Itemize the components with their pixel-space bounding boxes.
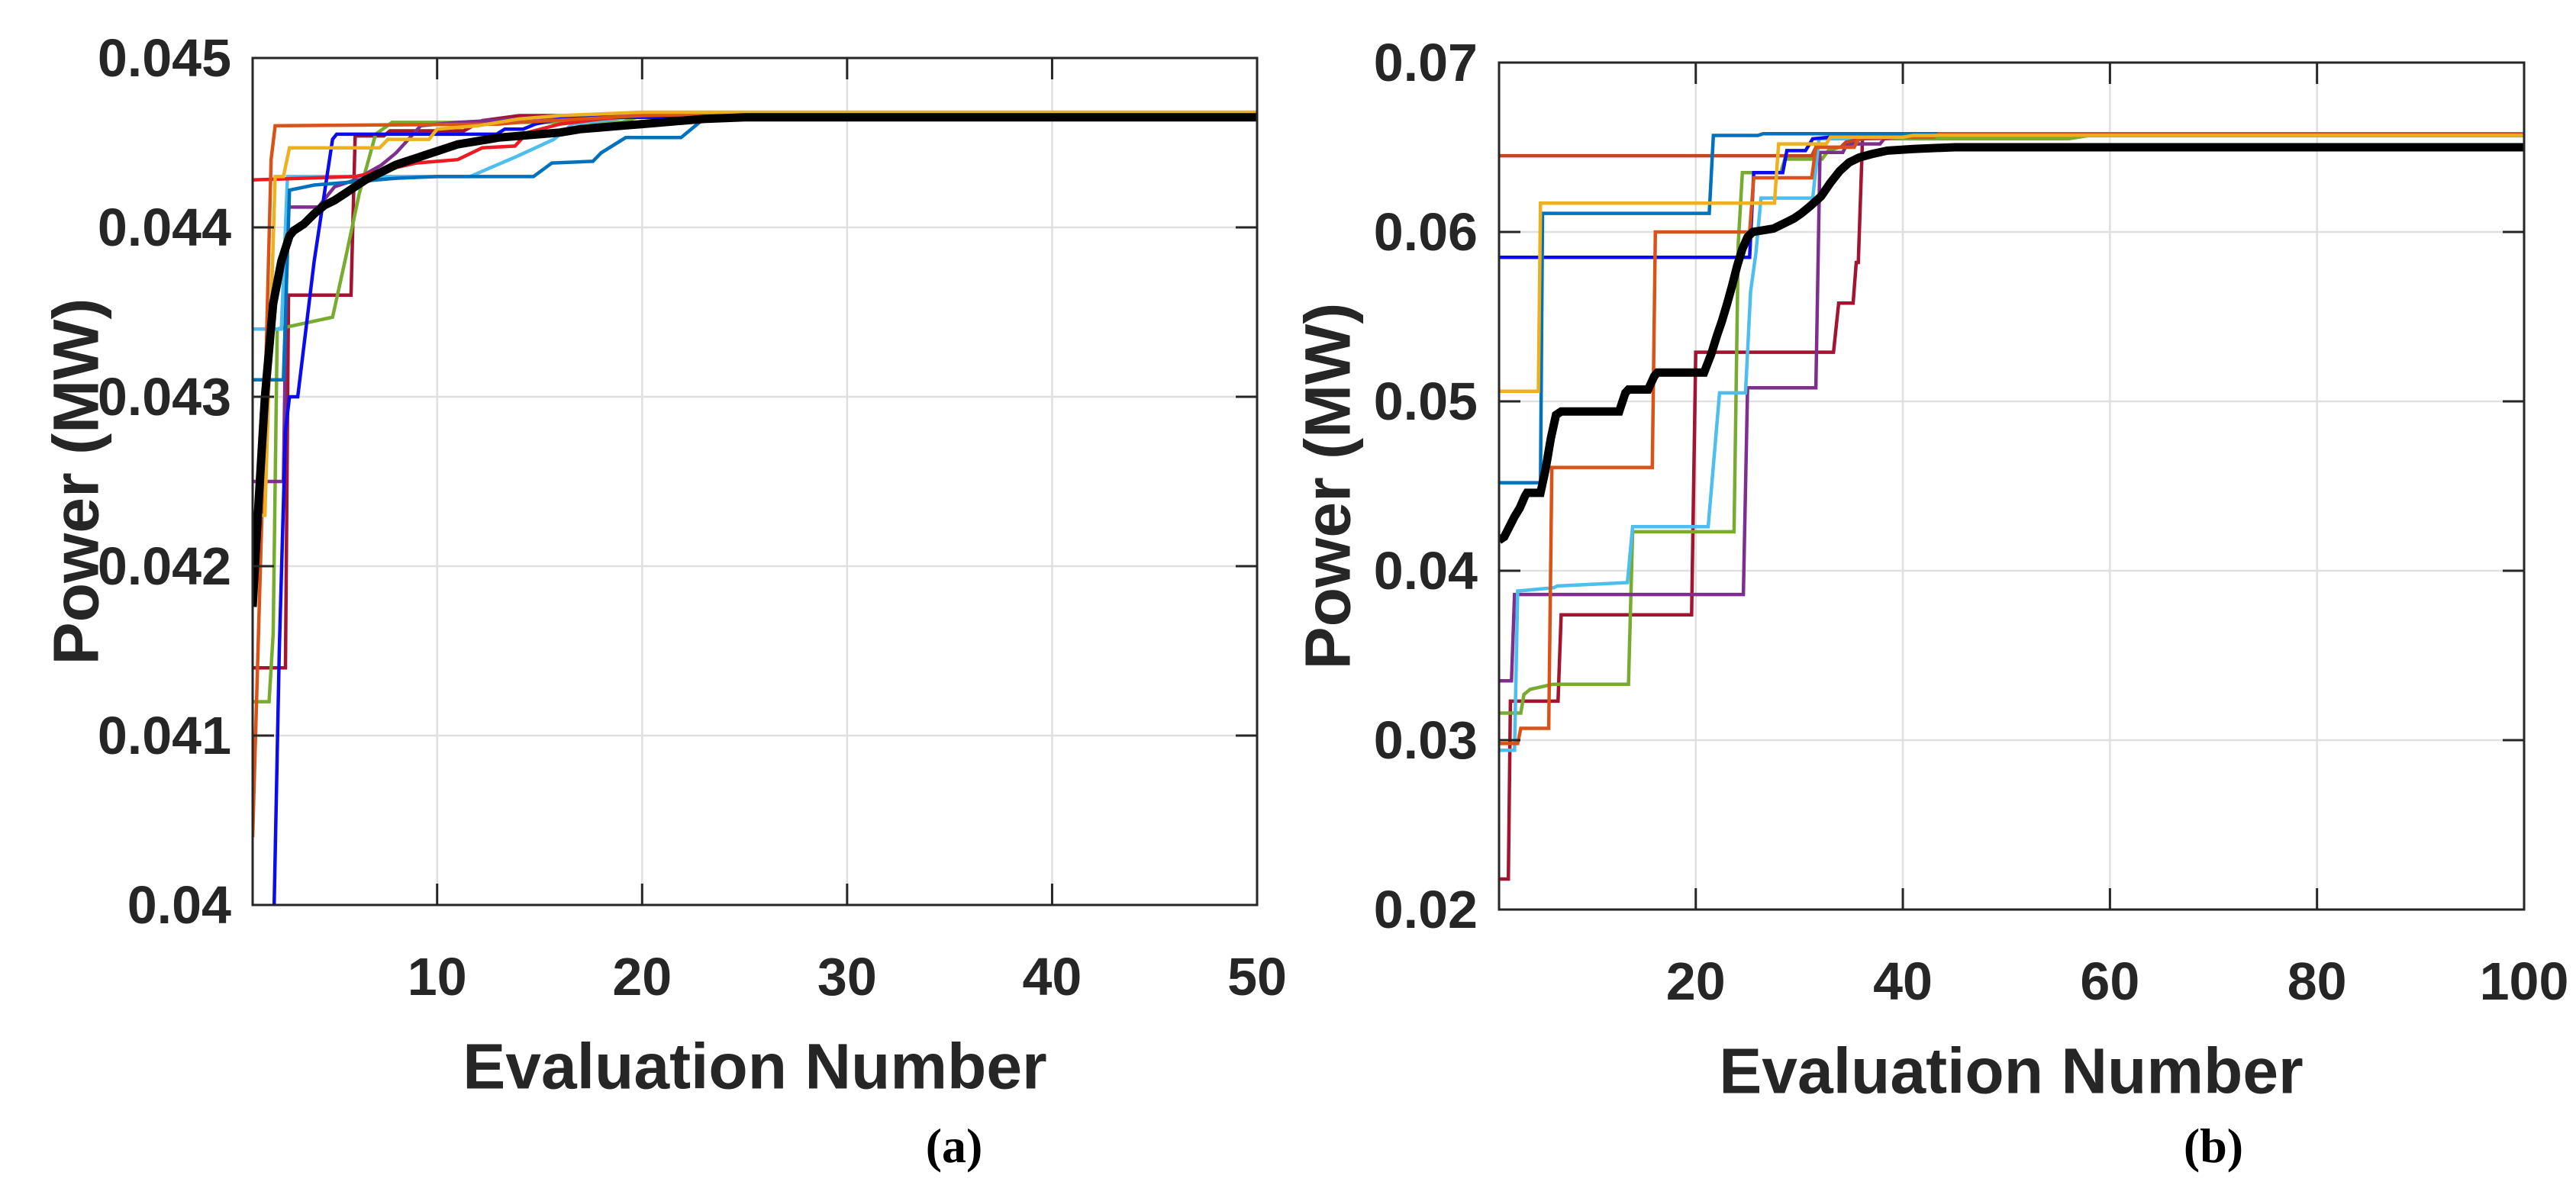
xtick-label: 20	[1666, 952, 1726, 1011]
chart-b-ylabel: Power (MW)	[1291, 302, 1364, 670]
ytick-label: 0.03	[1374, 710, 1478, 770]
series-run-gold	[1499, 134, 2524, 393]
xtick-label: 40	[1873, 952, 1933, 1011]
series-mean-line	[253, 113, 1257, 607]
chart-b-xlabel: Evaluation Number	[1719, 1035, 2304, 1107]
series-run-orange	[253, 112, 1257, 838]
xtick-label: 50	[1227, 947, 1287, 1006]
series-run-steelblue	[1499, 131, 2524, 485]
series-run-blue	[272, 115, 1257, 905]
axes-box	[251, 56, 1259, 906]
series-run-maroon	[253, 114, 1257, 670]
ytick-label: 0.05	[1374, 372, 1478, 431]
xtick-label: 20	[612, 947, 672, 1006]
chart-a-ylabel: Power (MW)	[40, 298, 112, 665]
ytick-label: 0.06	[1374, 202, 1478, 262]
series-run-green	[253, 112, 1257, 704]
xtick-label: 100	[2480, 952, 2569, 1011]
ytick-label: 0.04	[127, 875, 231, 935]
ytick-label: 0.07	[1374, 33, 1478, 92]
series-run-gold	[253, 110, 1257, 517]
chart-a-xlabel: Evaluation Number	[463, 1030, 1047, 1103]
chart-a-caption: (a)	[925, 1119, 983, 1173]
ytick-label: 0.045	[98, 28, 231, 88]
series-run-blue	[1499, 134, 2524, 259]
xtick-label: 40	[1022, 947, 1082, 1006]
series-run-orange	[1499, 131, 2524, 745]
chart-a-plot: 10 20 30 40 50 0.04 0.041 0.042 0.043 0.044 0.045	[98, 28, 1287, 1006]
ytick-label: 0.044	[98, 198, 231, 257]
series-run-cyan	[253, 114, 1257, 331]
series-group	[1499, 131, 2524, 881]
ytick-label: 0.041	[98, 706, 231, 765]
xtick-label: 10	[408, 947, 467, 1006]
ytick-label: 0.042	[98, 536, 231, 596]
axes-box	[1498, 61, 2526, 911]
ytick-label: 0.02	[1374, 880, 1478, 939]
chart-b-plot: 20 40 60 80 100 0.02 0.03 0.04 0.05 0.06 0.07	[1374, 33, 2569, 1011]
xtick-label: 60	[2080, 952, 2139, 1011]
ytick-label: 0.04	[1374, 541, 1478, 601]
series-run-maroon	[1499, 134, 2524, 881]
series-group	[253, 110, 1257, 905]
chart-b-caption: (b)	[2183, 1119, 2244, 1173]
series-mean-line	[1499, 143, 2524, 544]
ytick-label: 0.043	[98, 367, 231, 427]
series-run-purple	[253, 114, 1257, 484]
series-run-steelblue	[253, 114, 1257, 382]
xtick-label: 30	[817, 947, 877, 1006]
xtick-label: 80	[2287, 952, 2347, 1011]
